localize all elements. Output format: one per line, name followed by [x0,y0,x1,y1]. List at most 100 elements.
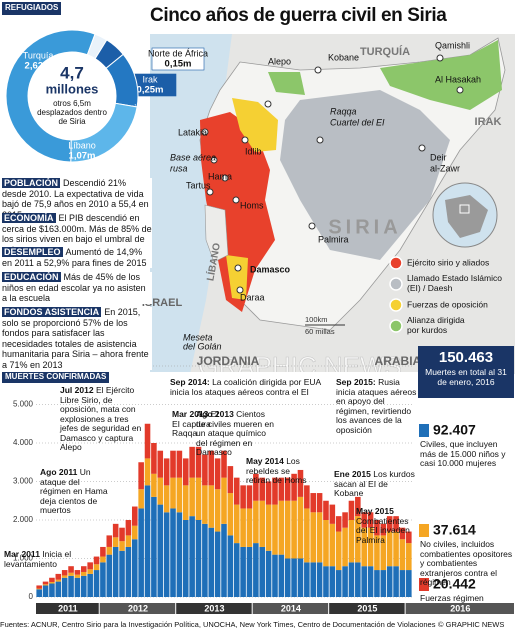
bar-segment [374,570,380,597]
donut-category: Turquía [23,50,54,60]
country-label: IRAK [475,116,502,128]
bar-segment [61,575,68,578]
center-note: otros 6,5m desplazados dentro de Siria [36,99,108,126]
fact-heading: FONDOS ASISTENCIA [2,307,102,317]
place-label: rusa [170,163,188,173]
bar-segment [291,558,297,597]
bar-segment [119,550,125,597]
annotation-date: Sep 2015: [336,377,376,387]
annotation-text: Los rebeldes se retiran de Homs [246,456,307,485]
bar-segment [74,570,81,575]
legend-swatch [419,524,429,537]
bar-segment [246,508,253,547]
legend-text: Fuerzas régimen [420,593,514,604]
title: Cinco años de guerra civil en Siria [150,5,447,26]
bar-segment [208,450,215,486]
donut-value: 2,62m [25,61,52,72]
place-label: del Golán [183,341,222,351]
donut-segment [5,29,96,163]
legend-label: Llamado Estado Islámico (EI) / Daesh [407,273,502,293]
bar-segment [246,485,253,509]
bar-segment [202,454,208,486]
bar-segment [297,496,304,559]
bar-segment [323,500,329,520]
donut-value: 0,15m [165,59,192,70]
bar-segment [361,512,367,528]
bar-segment [323,520,329,567]
bar-segment [68,575,74,597]
city-dot [201,128,209,136]
bar-segment [259,546,266,597]
sea [150,34,232,374]
center-value: 4,7 [60,63,84,82]
bar-segment [151,443,157,474]
bar-segment [399,570,406,597]
bar-segment [189,477,195,517]
city-dot [236,286,244,294]
city-dot [308,222,316,230]
annotation: Sep 2014: La coalición dirigida por EUA … [170,377,330,397]
legend-text-span: Civiles, que incluyen más de 15.000 niño… [420,439,506,468]
bar-segment [144,423,151,459]
city-dot [241,136,249,144]
year-label: 2015 [357,603,377,613]
bar-segment [55,573,62,580]
annotation-date: May 2015 [356,506,394,516]
bar-segment [265,504,272,551]
place-label: Deir [430,152,447,162]
region-kurds [268,72,305,95]
fact-heading: POBLACIÓN [2,178,60,188]
bar-segment [304,485,310,509]
bar-segment [272,554,278,597]
fact-text: Más de 45% de los niños en edad escolar … [2,272,146,303]
bar-segment [112,523,119,538]
bar-segment [310,493,317,513]
place-label: Daraa [240,292,265,302]
bar-segment [221,450,227,478]
bar-segment [157,504,164,597]
bar-segment [106,554,113,597]
annotation-text: Un ataque del régimen en Hama deja cient… [40,467,108,515]
bar-segment [259,477,266,501]
donut-segment [70,102,138,163]
bar-segment [342,566,348,597]
donut-value: 0,25m [137,85,164,96]
sources: Fuentes: ACNUR, Centro Sirio para la Inv… [0,620,436,629]
bar-segment [144,458,151,486]
bar-segment [227,493,234,536]
bar-segment [233,477,240,505]
bar-segment [195,446,202,478]
year-band [36,603,99,614]
bar-segment [361,566,367,597]
bar-segment [151,496,157,597]
bar-segment [221,477,227,524]
legend-total: 20.442 [433,576,476,592]
y-tick-label: 3.000 [13,477,34,486]
city-dot [314,66,322,74]
bar-segment [208,527,215,597]
bar-segment [208,485,215,528]
bar-segment [240,508,246,547]
chart-title-text: MUERTES CONFIRMADAS [5,372,107,381]
legend-total: 37.614 [433,522,476,538]
bar-segment [81,571,87,576]
bar-segment [189,446,195,478]
bar-segment [93,570,100,597]
city-dot [418,144,426,152]
bar-segment [151,473,157,497]
bar-segment [81,566,87,572]
bar-segment [119,541,125,551]
bar-segment [55,579,62,582]
legend-label: Alianza dirigida por kurdos [407,315,465,335]
annotation: Sep 2015: Rusia inicia ataques aéreos en… [336,377,420,435]
bar-segment [87,569,93,574]
bar-segment [100,562,106,597]
total-text-span: Muertes en total al 31 de enero, 2016 [425,367,507,387]
year-label: 2014 [281,603,301,613]
bar-segment [386,531,393,567]
bar-segment [329,566,336,597]
bar-segment [87,573,93,597]
total-value: 150.463 [439,349,493,366]
legend-swatch [419,424,429,437]
